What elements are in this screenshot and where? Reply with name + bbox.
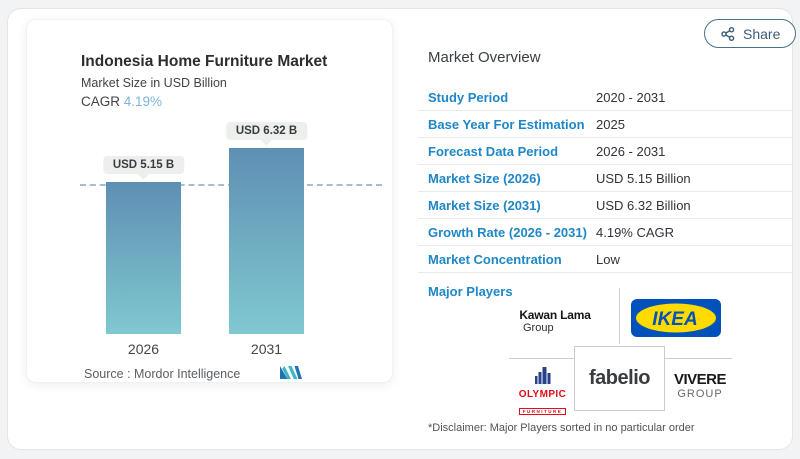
- cagr-label: CAGR: [81, 94, 124, 109]
- ikea-logo: IKEA ®: [631, 299, 721, 342]
- row-label: Growth Rate (2026 - 2031): [428, 224, 587, 240]
- row-label: Base Year For Estimation: [428, 116, 585, 132]
- ikea-wordmark: IKEA: [652, 309, 697, 330]
- fabelio-wordmark: fabelio: [589, 367, 650, 389]
- kawan-lama-name: Kawan Lama: [519, 308, 591, 322]
- row-label: Market Size (2031): [428, 197, 541, 213]
- bar-2026-value-text: USD 5.15 B: [112, 159, 175, 171]
- market-overview-heading: Market Overview: [428, 49, 541, 66]
- row-label: Market Concentration: [428, 251, 562, 267]
- table-row: Market Size (2026) USD 5.15 Billion: [418, 165, 792, 192]
- bar-2031-value-tooltip: USD 6.32 B: [225, 122, 308, 146]
- table-row: Base Year For Estimation 2025: [418, 111, 792, 138]
- row-value: Low: [596, 251, 620, 267]
- grid-divider: [509, 358, 574, 359]
- chart-card: Indonesia Home Furniture Market Market S…: [26, 19, 393, 383]
- row-value: USD 6.32 Billion: [596, 197, 691, 213]
- olympic-building-icon: [501, 366, 584, 389]
- x-axis-label-2026: 2026: [127, 341, 160, 357]
- bar-2026: USD 5.15 B 2026: [102, 156, 185, 357]
- row-value: 2026 - 2031: [596, 143, 666, 159]
- vivere-logo: VIVERE GROUP: [669, 371, 731, 400]
- row-value: 2020 - 2031: [596, 89, 666, 105]
- row-label: Market Size (2026): [428, 170, 541, 186]
- bar-2026-value-tooltip: USD 5.15 B: [102, 156, 185, 180]
- kawan-lama-logo: Kawan Lama Group: [491, 308, 619, 334]
- chart-subtitle: Market Size in USD Billion: [81, 76, 227, 90]
- row-label: Study Period: [428, 89, 509, 105]
- major-players-grid: Kawan Lama Group IKEA ® OLYMPIC FURN: [491, 288, 791, 421]
- source-attribution: Source : Mordor Intelligence: [84, 367, 241, 381]
- share-icon: [720, 26, 736, 42]
- chart-cagr: CAGR 4.19%: [81, 94, 162, 109]
- overview-table: Study Period 2020 - 2031 Base Year For E…: [418, 84, 792, 273]
- olympic-logo: OLYMPIC FURNITURE: [501, 366, 584, 418]
- disclaimer-text: *Disclaimer: Major Players sorted in no …: [428, 422, 695, 434]
- grid-divider: [665, 358, 732, 359]
- row-value: USD 5.15 Billion: [596, 170, 691, 186]
- grid-divider: [619, 288, 620, 344]
- report-card: Share Indonesia Home Furniture Market Ma…: [7, 8, 797, 450]
- share-button[interactable]: Share: [704, 19, 797, 48]
- bar-2031: USD 6.32 B 2031: [225, 122, 308, 357]
- vivere-sub: GROUP: [677, 388, 723, 400]
- x-axis-label-2031: 2031: [250, 341, 283, 357]
- row-value: 2025: [596, 116, 625, 132]
- cagr-value: 4.19%: [123, 94, 163, 109]
- bar-2031-value-text: USD 6.32 B: [235, 125, 298, 137]
- major-players-label: Major Players: [428, 284, 513, 299]
- row-label: Forecast Data Period: [428, 143, 559, 159]
- olympic-sub: FURNITURE: [518, 408, 567, 415]
- table-row: Forecast Data Period 2026 - 2031: [418, 138, 792, 165]
- olympic-name: OLYMPIC: [518, 389, 567, 400]
- mordor-intelligence-logo-icon: [280, 365, 302, 384]
- chart-title: Indonesia Home Furniture Market: [81, 53, 328, 70]
- ikea-registered-mark: ®: [712, 304, 718, 312]
- kawan-lama-sub: Group: [523, 322, 554, 334]
- table-row: Growth Rate (2026 - 2031) 4.19% CAGR: [418, 219, 792, 246]
- table-row: Market Concentration Low: [418, 246, 792, 273]
- fabelio-logo: fabelio: [574, 346, 665, 411]
- row-value: 4.19% CAGR: [596, 224, 675, 240]
- vivere-name: VIVERE: [673, 371, 727, 388]
- table-row: Study Period 2020 - 2031: [418, 84, 792, 111]
- table-row: Market Size (2031) USD 6.32 Billion: [418, 192, 792, 219]
- share-label: Share: [743, 25, 781, 42]
